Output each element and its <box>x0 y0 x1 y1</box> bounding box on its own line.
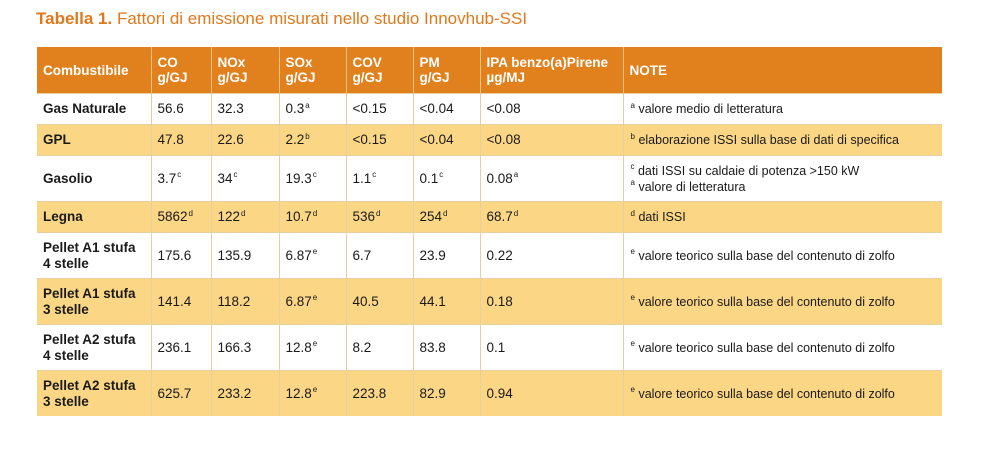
cell-note: b elaborazione ISSI sulla base di dati d… <box>623 124 942 156</box>
cell-nox: 233.2 <box>211 370 280 416</box>
cell-co: 56.6 <box>151 93 212 125</box>
cell-note: e valore teorico sulla base del contenut… <box>623 324 942 371</box>
cell-sox: 10.7d <box>279 201 347 233</box>
cell-sox: 0.3a <box>279 93 347 125</box>
cell-note: a valore medio di letteratura <box>623 93 942 125</box>
table-row: GPL 47.8 22.6 2.2b <0.15 <0.04 <0.08 b e… <box>37 124 942 156</box>
cell-sox: 6.87e <box>279 232 347 279</box>
emission-factors-table: Combustibile CO g/GJ NOx g/GJ SOx g/GJ COV g… <box>37 47 942 416</box>
cell-ipa: 68.7d <box>480 201 624 233</box>
cell-note: e valore teorico sulla base del contenut… <box>623 278 942 325</box>
cell-nox: 122d <box>211 201 280 233</box>
cell-nox: 118.2 <box>211 278 280 325</box>
cell-ipa: 0.22 <box>480 232 624 279</box>
cell-cov: 8.2 <box>346 324 414 371</box>
cell-co: 236.1 <box>151 324 212 371</box>
cell-co: 175.6 <box>151 232 212 279</box>
cell-ipa: <0.08 <box>480 124 624 156</box>
cell-nox: 135.9 <box>211 232 280 279</box>
cell-pm: <0.04 <box>413 124 481 156</box>
cell-pm: 23.9 <box>413 232 481 279</box>
cell-ipa: 0.18 <box>480 278 624 325</box>
table-row: Gasolio 3.7c 34c 19.3c 1.1c 0.1c 0.08a c… <box>37 155 942 202</box>
caption-label: Tabella 1. <box>36 9 113 28</box>
cell-sox: 6.87e <box>279 278 347 325</box>
cell-note: e valore teorico sulla base del contenut… <box>623 232 942 279</box>
cell-co: 47.8 <box>151 124 212 156</box>
table-row: Pellet A2 stufa 3 stelle 625.7 233.2 12.8… <box>37 370 942 416</box>
col-header-pm: PM g/GJ <box>413 47 481 94</box>
cell-nox: 22.6 <box>211 124 280 156</box>
cell-cov: <0.15 <box>346 124 414 156</box>
cell-cov: 223.8 <box>346 370 414 416</box>
cell-fuel: Pellet A1 stufa 4 stelle <box>37 232 152 279</box>
table-row: Pellet A1 stufa 3 stelle 141.4 118.2 6.87… <box>37 278 942 325</box>
cell-fuel: Pellet A2 stufa 3 stelle <box>37 370 152 416</box>
table-row: Pellet A2 stufa 4 stelle 236.1 166.3 12.8… <box>37 324 942 371</box>
cell-cov: <0.15 <box>346 93 414 125</box>
cell-fuel: Gas Naturale <box>37 93 152 125</box>
cell-pm: 254d <box>413 201 481 233</box>
cell-fuel: Legna <box>37 201 152 233</box>
cell-ipa: <0.08 <box>480 93 624 125</box>
cell-pm: <0.04 <box>413 93 481 125</box>
cell-cov: 1.1c <box>346 155 414 202</box>
col-header-nox: NOx g/GJ <box>211 47 280 94</box>
cell-fuel: Pellet A1 stufa 3 stelle <box>37 278 152 325</box>
cell-ipa: 0.1 <box>480 324 624 371</box>
cell-fuel: Pellet A2 stufa 4 stelle <box>37 324 152 371</box>
cell-pm: 83.8 <box>413 324 481 371</box>
cell-pm: 44.1 <box>413 278 481 325</box>
col-header-sox: SOx g/GJ <box>279 47 347 94</box>
col-header-ipa: IPA benzo(a)Pirene µg/MJ <box>480 47 624 94</box>
table-row: Pellet A1 stufa 4 stelle 175.6 135.9 6.87… <box>37 232 942 279</box>
cell-co: 141.4 <box>151 278 212 325</box>
col-header-cov: COV g/GJ <box>346 47 414 94</box>
table-row: Gas Naturale 56.6 32.3 0.3a <0.15 <0.04 … <box>37 93 942 125</box>
cell-co: 5862d <box>151 201 212 233</box>
cell-note: e valore teorico sulla base del contenut… <box>623 370 942 416</box>
cell-nox: 166.3 <box>211 324 280 371</box>
table-caption: Tabella 1. Fattori di emissione misurati… <box>36 8 527 30</box>
cell-ipa: 0.08a <box>480 155 624 202</box>
cell-nox: 32.3 <box>211 93 280 125</box>
cell-pm: 82.9 <box>413 370 481 416</box>
cell-co: 3.7c <box>151 155 212 202</box>
caption-text: Fattori di emissione misurati nello stud… <box>116 9 528 28</box>
table-row: Legna 5862d 122d 10.7d 536d 254d 68.7d d… <box>37 201 942 233</box>
cell-sox: 12.8e <box>279 370 347 416</box>
cell-ipa: 0.94 <box>480 370 624 416</box>
cell-co: 625.7 <box>151 370 212 416</box>
cell-nox: 34c <box>211 155 280 202</box>
cell-sox: 2.2b <box>279 124 347 156</box>
cell-pm: 0.1c <box>413 155 481 202</box>
col-header-note: NOTE <box>623 47 942 94</box>
col-header-co: CO g/GJ <box>151 47 212 94</box>
table-header-row: Combustibile CO g/GJ NOx g/GJ SOx g/GJ COV g… <box>37 47 942 94</box>
cell-sox: 12.8e <box>279 324 347 371</box>
cell-note: c dati ISSI su caldaie di potenza >150 k… <box>623 155 942 202</box>
cell-cov: 536d <box>346 201 414 233</box>
cell-cov: 40.5 <box>346 278 414 325</box>
cell-fuel: Gasolio <box>37 155 152 202</box>
cell-fuel: GPL <box>37 124 152 156</box>
cell-sox: 19.3c <box>279 155 347 202</box>
col-header-combustibile: Combustibile <box>37 47 152 94</box>
cell-note: d dati ISSI <box>623 201 942 233</box>
cell-cov: 6.7 <box>346 232 414 279</box>
